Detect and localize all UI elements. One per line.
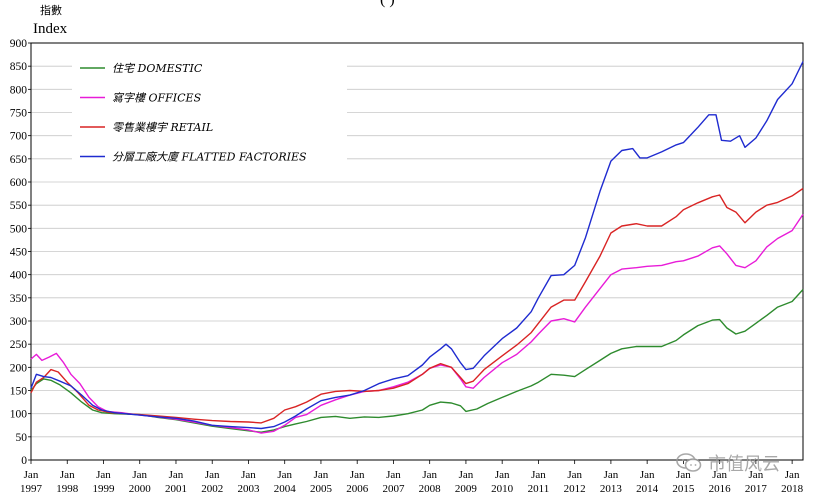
x-tick-label-month: Jan [567, 469, 582, 481]
y-tick-label: 450 [10, 247, 28, 259]
y-axis-label: Index [33, 21, 68, 37]
x-tick-label-month: Jan [205, 469, 220, 481]
x-tick-label-year: 2001 [165, 483, 187, 495]
axes: 0 50 100 150 200 250 300 350 400 450 500 550 600 650 7… [10, 3, 804, 495]
y-tick-label: 350 [10, 293, 28, 305]
x-tick-label-month: Jan [241, 469, 256, 481]
x-tick-label-year: 1997 [20, 483, 43, 495]
y-tick-label: 500 [10, 223, 28, 235]
legend-label-1: 住宅 DOMESTIC [112, 62, 203, 75]
x-tick-label-month: Jan [495, 469, 510, 481]
y-tick-label: 900 [10, 38, 28, 50]
x-tick-label-year: 2012 [564, 483, 586, 495]
x-tick-label-month: Jan [676, 469, 691, 481]
y-tick-label: 100 [10, 409, 28, 421]
x-tick-label-month: Jan [314, 469, 329, 481]
x-tick-label-month: Jan [459, 469, 474, 481]
x-tick-label-year: 2000 [129, 483, 152, 495]
legend-label-3: 零售業樓宇 RETAIL [112, 121, 213, 134]
x-tick-label-month: Jan [422, 469, 437, 481]
legend: 住宅 DOMESTIC 寫字樓 OFFICES 零售業樓宇 RETAIL 分層工廠大廈… [72, 52, 347, 170]
wechat-bubbles-icon [676, 453, 702, 472]
x-tick-label-year: 2003 [237, 483, 260, 495]
x-tick-label-month: Jan [60, 469, 75, 481]
x-tick-label-month: Jan [640, 469, 655, 481]
legend-label-4: 分層工廠大廈 FLATTED FACTORIES [112, 151, 307, 164]
x-tick-label-month: Jan [132, 469, 147, 481]
y-tick-label: 850 [10, 61, 28, 73]
x-tick-label-year: 2011 [528, 483, 550, 495]
y-tick-label: 550 [10, 200, 28, 212]
y-tick-label: 200 [10, 362, 28, 374]
x-tick-label-year: 2015 [672, 483, 695, 495]
series-line-4 [30, 61, 804, 430]
x-tick-label-year: 2002 [201, 483, 223, 495]
y-tick-label: 750 [10, 108, 28, 120]
legend-background [72, 52, 347, 170]
y-tick-label: 800 [10, 84, 28, 96]
y-tick-label: 250 [10, 339, 28, 351]
x-tick-label-month: Jan [350, 469, 365, 481]
y-tick-label: 400 [10, 270, 28, 282]
y-tick-label: 50 [16, 432, 28, 444]
legend-label-2: 寫字樓 OFFICES [112, 92, 202, 105]
x-tick-label-month: Jan [785, 469, 800, 481]
x-tick-label-year: 2009 [455, 483, 478, 495]
x-tick-label-year: 2007 [382, 483, 405, 495]
series-line-1 [30, 289, 804, 433]
x-tick-label-year: 2005 [310, 483, 333, 495]
x-tick-label-year: 2016 [709, 483, 732, 495]
x-tick-label-month: Jan [386, 469, 401, 481]
watermark-text: 市值风云 [708, 454, 780, 475]
x-tick-label-month: Jan [604, 469, 619, 481]
x-tick-label-year: 2008 [419, 483, 442, 495]
series-line-3 [30, 187, 804, 424]
x-tick-label-month: Jan [24, 469, 39, 481]
series-line-2 [30, 214, 804, 434]
y-tick-label: 150 [10, 386, 28, 398]
x-tick-label-year: 2017 [745, 483, 768, 495]
x-tick-label-month: Jan [277, 469, 292, 481]
y-tick-label: 700 [10, 131, 28, 143]
watermark: 市值风云 [676, 448, 794, 478]
x-tick-label-year: 1999 [92, 483, 115, 495]
x-tick-label-year: 2014 [636, 483, 659, 495]
y-axis-label-zh: 指數 [40, 3, 62, 17]
x-tick-label-month: Jan [96, 469, 111, 481]
y-tick-label: 600 [10, 177, 28, 189]
y-tick-label: 0 [21, 455, 27, 467]
y-tick-label: 650 [10, 154, 28, 166]
x-tick-label-month: Jan [749, 469, 764, 481]
x-tick-label-month: Jan [712, 469, 727, 481]
series-lines [30, 61, 804, 434]
y-tick-label: 300 [10, 316, 28, 328]
x-tick-label-year: 2010 [491, 483, 514, 495]
x-tick-label-year: 2013 [600, 483, 623, 495]
x-tick-label-month: Jan [169, 469, 184, 481]
x-tick-label-year: 2018 [781, 483, 804, 495]
x-tick-label-year: 2006 [346, 483, 369, 495]
x-tick-label-year: 2004 [274, 483, 297, 495]
x-tick-label-year: 1998 [56, 483, 79, 495]
x-tick-label-month: Jan [531, 469, 546, 481]
chart-title-fragment: ( ) [380, 0, 395, 9]
